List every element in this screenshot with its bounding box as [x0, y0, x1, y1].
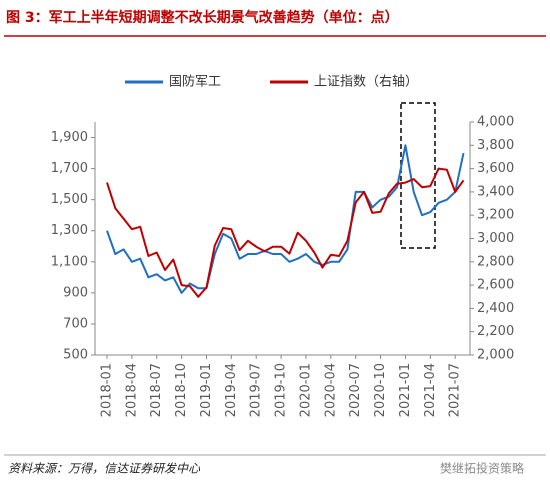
x-tick-label: 2020-04 [323, 363, 338, 417]
x-tick-label: 2020-10 [373, 363, 388, 417]
y2-tick-label: 2,000 [477, 348, 514, 363]
y2-tick-label: 2,800 [477, 254, 514, 269]
x-tick-label: 2021-04 [423, 363, 438, 417]
source: 资料来源：万得，信达证券研发中心 [8, 462, 201, 476]
x-tick-label: 2020-01 [298, 363, 313, 417]
y2-tick-label: 3,200 [477, 208, 514, 223]
y2-tick-label: 3,000 [477, 231, 514, 246]
highlight-box [400, 102, 436, 249]
x-tick-label: 2019-07 [249, 363, 264, 417]
series-line [106, 167, 465, 298]
y-tick-label: 1,500 [51, 192, 88, 207]
y-tick-label: 900 [63, 285, 88, 300]
y2-tick-label: 3,600 [477, 161, 514, 176]
x-tick-label: 2018-07 [149, 363, 164, 417]
y-tick-label: 1,300 [51, 223, 88, 238]
x-tick-label: 2021-07 [448, 363, 463, 417]
x-tick-label: 2019-04 [224, 363, 239, 417]
y2-tick-label: 4,000 [477, 115, 514, 130]
x-tick-label: 2018-01 [100, 363, 115, 417]
y-tick-label: 1,700 [51, 161, 88, 176]
y-tick-label: 1,100 [51, 254, 88, 269]
series-line [106, 144, 465, 294]
legend-label: 国防军工 [169, 74, 221, 90]
y-tick-label: 1,900 [51, 130, 88, 145]
watermark: 樊继拓投资策略 [440, 461, 524, 476]
y-tick-label: 500 [63, 348, 88, 363]
x-tick-label: 2018-04 [124, 363, 139, 417]
y-tick-label: 700 [63, 316, 88, 331]
chart-title: 图 3：军工上半年短期调整不改长期景气改善趋势（单位：点） [6, 9, 399, 26]
x-tick-label: 2018-10 [174, 363, 189, 417]
legend-label: 上证指数（右轴） [314, 75, 418, 90]
x-tick-label: 2021-01 [398, 363, 413, 417]
y2-tick-label: 2,400 [477, 301, 514, 316]
y2-tick-label: 2,600 [477, 278, 514, 293]
y2-tick-label: 3,800 [477, 138, 514, 153]
x-tick-label: 2019-01 [199, 363, 214, 417]
x-tick-label: 2019-10 [274, 363, 289, 417]
y2-tick-label: 2,200 [477, 324, 514, 339]
x-tick-label: 2020-07 [348, 363, 363, 417]
y2-tick-label: 3,400 [477, 184, 514, 199]
